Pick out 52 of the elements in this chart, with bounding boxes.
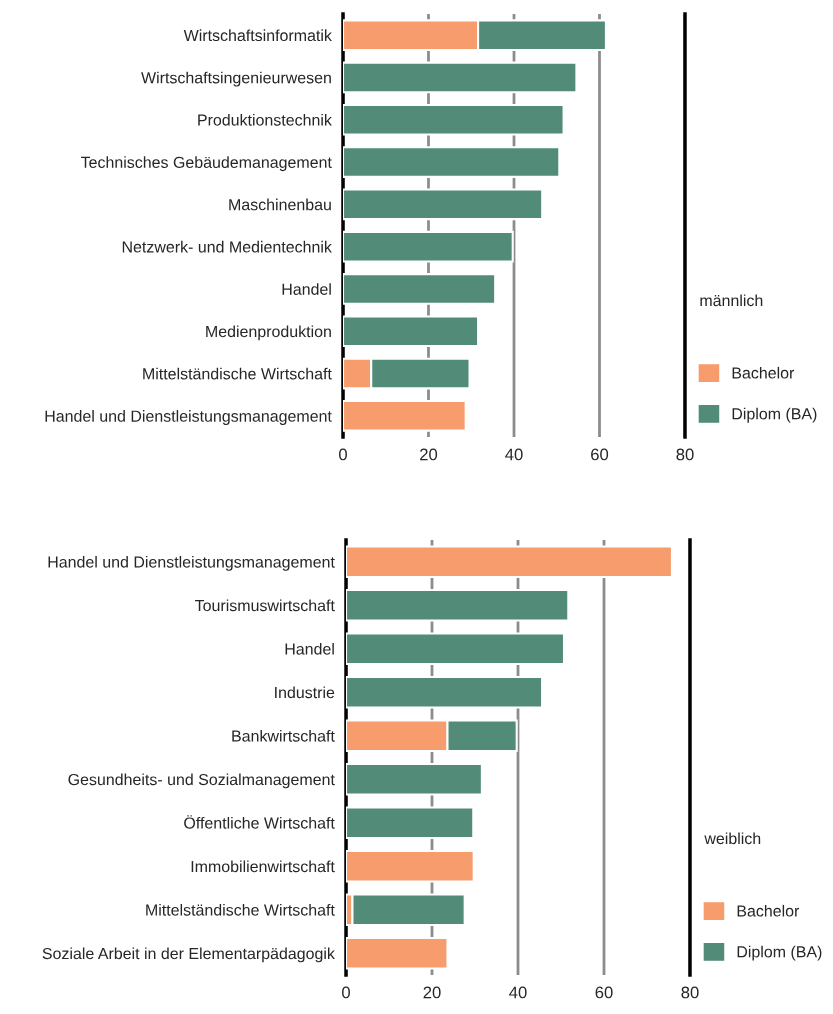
x-tick-label: 20 bbox=[420, 448, 438, 461]
x-tick-label: 80 bbox=[676, 448, 694, 461]
legend-label: Diplom (BA) bbox=[732, 407, 817, 423]
bar bbox=[346, 849, 475, 883]
y-tick-label: Handel und Dienstleistungsmanagement bbox=[48, 555, 335, 571]
legend-label: Diplom (BA) bbox=[737, 945, 822, 961]
x-tick-label: 60 bbox=[595, 986, 613, 999]
y-tick-label: Produktionstechnik bbox=[198, 113, 332, 126]
bar bbox=[343, 188, 544, 221]
bar bbox=[343, 400, 467, 432]
legend-label: Bachelor bbox=[732, 366, 795, 379]
y-tick-label: Industrie bbox=[275, 686, 335, 699]
bar bbox=[343, 273, 497, 305]
y-tick-label: Bankwirtschaft bbox=[232, 729, 335, 742]
y-tick-label: Soziale Arbeit in der Elementarpädagogik bbox=[42, 947, 335, 963]
bar bbox=[346, 806, 475, 840]
legend-title: weiblich bbox=[704, 832, 761, 845]
legend-label: Bachelor bbox=[737, 904, 800, 917]
bar bbox=[343, 315, 480, 348]
bar bbox=[346, 936, 449, 970]
x-tick-label: 20 bbox=[423, 986, 441, 999]
bar bbox=[346, 588, 570, 622]
y-tick-label: Handel bbox=[282, 283, 331, 295]
bar bbox=[343, 230, 514, 263]
y-tick-label: Netzwerk- und Medientechnik bbox=[122, 240, 332, 253]
y-tick-label: Wirtschaftsinformatik bbox=[183, 29, 332, 42]
y-tick-label: Handel und Dienstleistungsmanagement bbox=[45, 410, 332, 425]
x-tick-label: 80 bbox=[681, 986, 699, 999]
bar bbox=[346, 762, 483, 796]
bar bbox=[346, 675, 544, 709]
y-tick-label: Gesundheits- und Sozialmanagement bbox=[68, 773, 335, 789]
y-tick-label: Mittelständische Wirtschaft bbox=[143, 367, 332, 380]
y-tick-label: Öffentliche Wirtschaft bbox=[184, 815, 335, 829]
y-tick-label: Wirtschaftsingenieurwesen bbox=[141, 71, 331, 87]
bar bbox=[346, 545, 673, 579]
x-tick-label: 40 bbox=[505, 448, 523, 461]
y-tick-label: Mittelständische Wirtschaft bbox=[146, 903, 335, 916]
y-tick-label: Handel bbox=[285, 642, 334, 655]
x-tick-label: 0 bbox=[339, 448, 347, 461]
bar bbox=[343, 146, 561, 178]
x-tick-label: 0 bbox=[342, 986, 350, 999]
x-tick-label: 40 bbox=[509, 986, 527, 999]
y-tick-label: Immobilienwirtschaft bbox=[191, 860, 335, 873]
bar bbox=[343, 61, 578, 94]
bar bbox=[343, 103, 565, 136]
y-tick-label: Medienproduktion bbox=[206, 325, 331, 341]
legend-title: männlich bbox=[700, 294, 763, 307]
y-tick-label: Maschinenbau bbox=[229, 198, 331, 211]
bar bbox=[346, 632, 566, 666]
y-tick-label: Tourismuswirtschaft bbox=[195, 599, 335, 612]
x-tick-label: 60 bbox=[591, 448, 609, 461]
y-tick-label: Technisches Gebäudemanagement bbox=[80, 156, 332, 172]
